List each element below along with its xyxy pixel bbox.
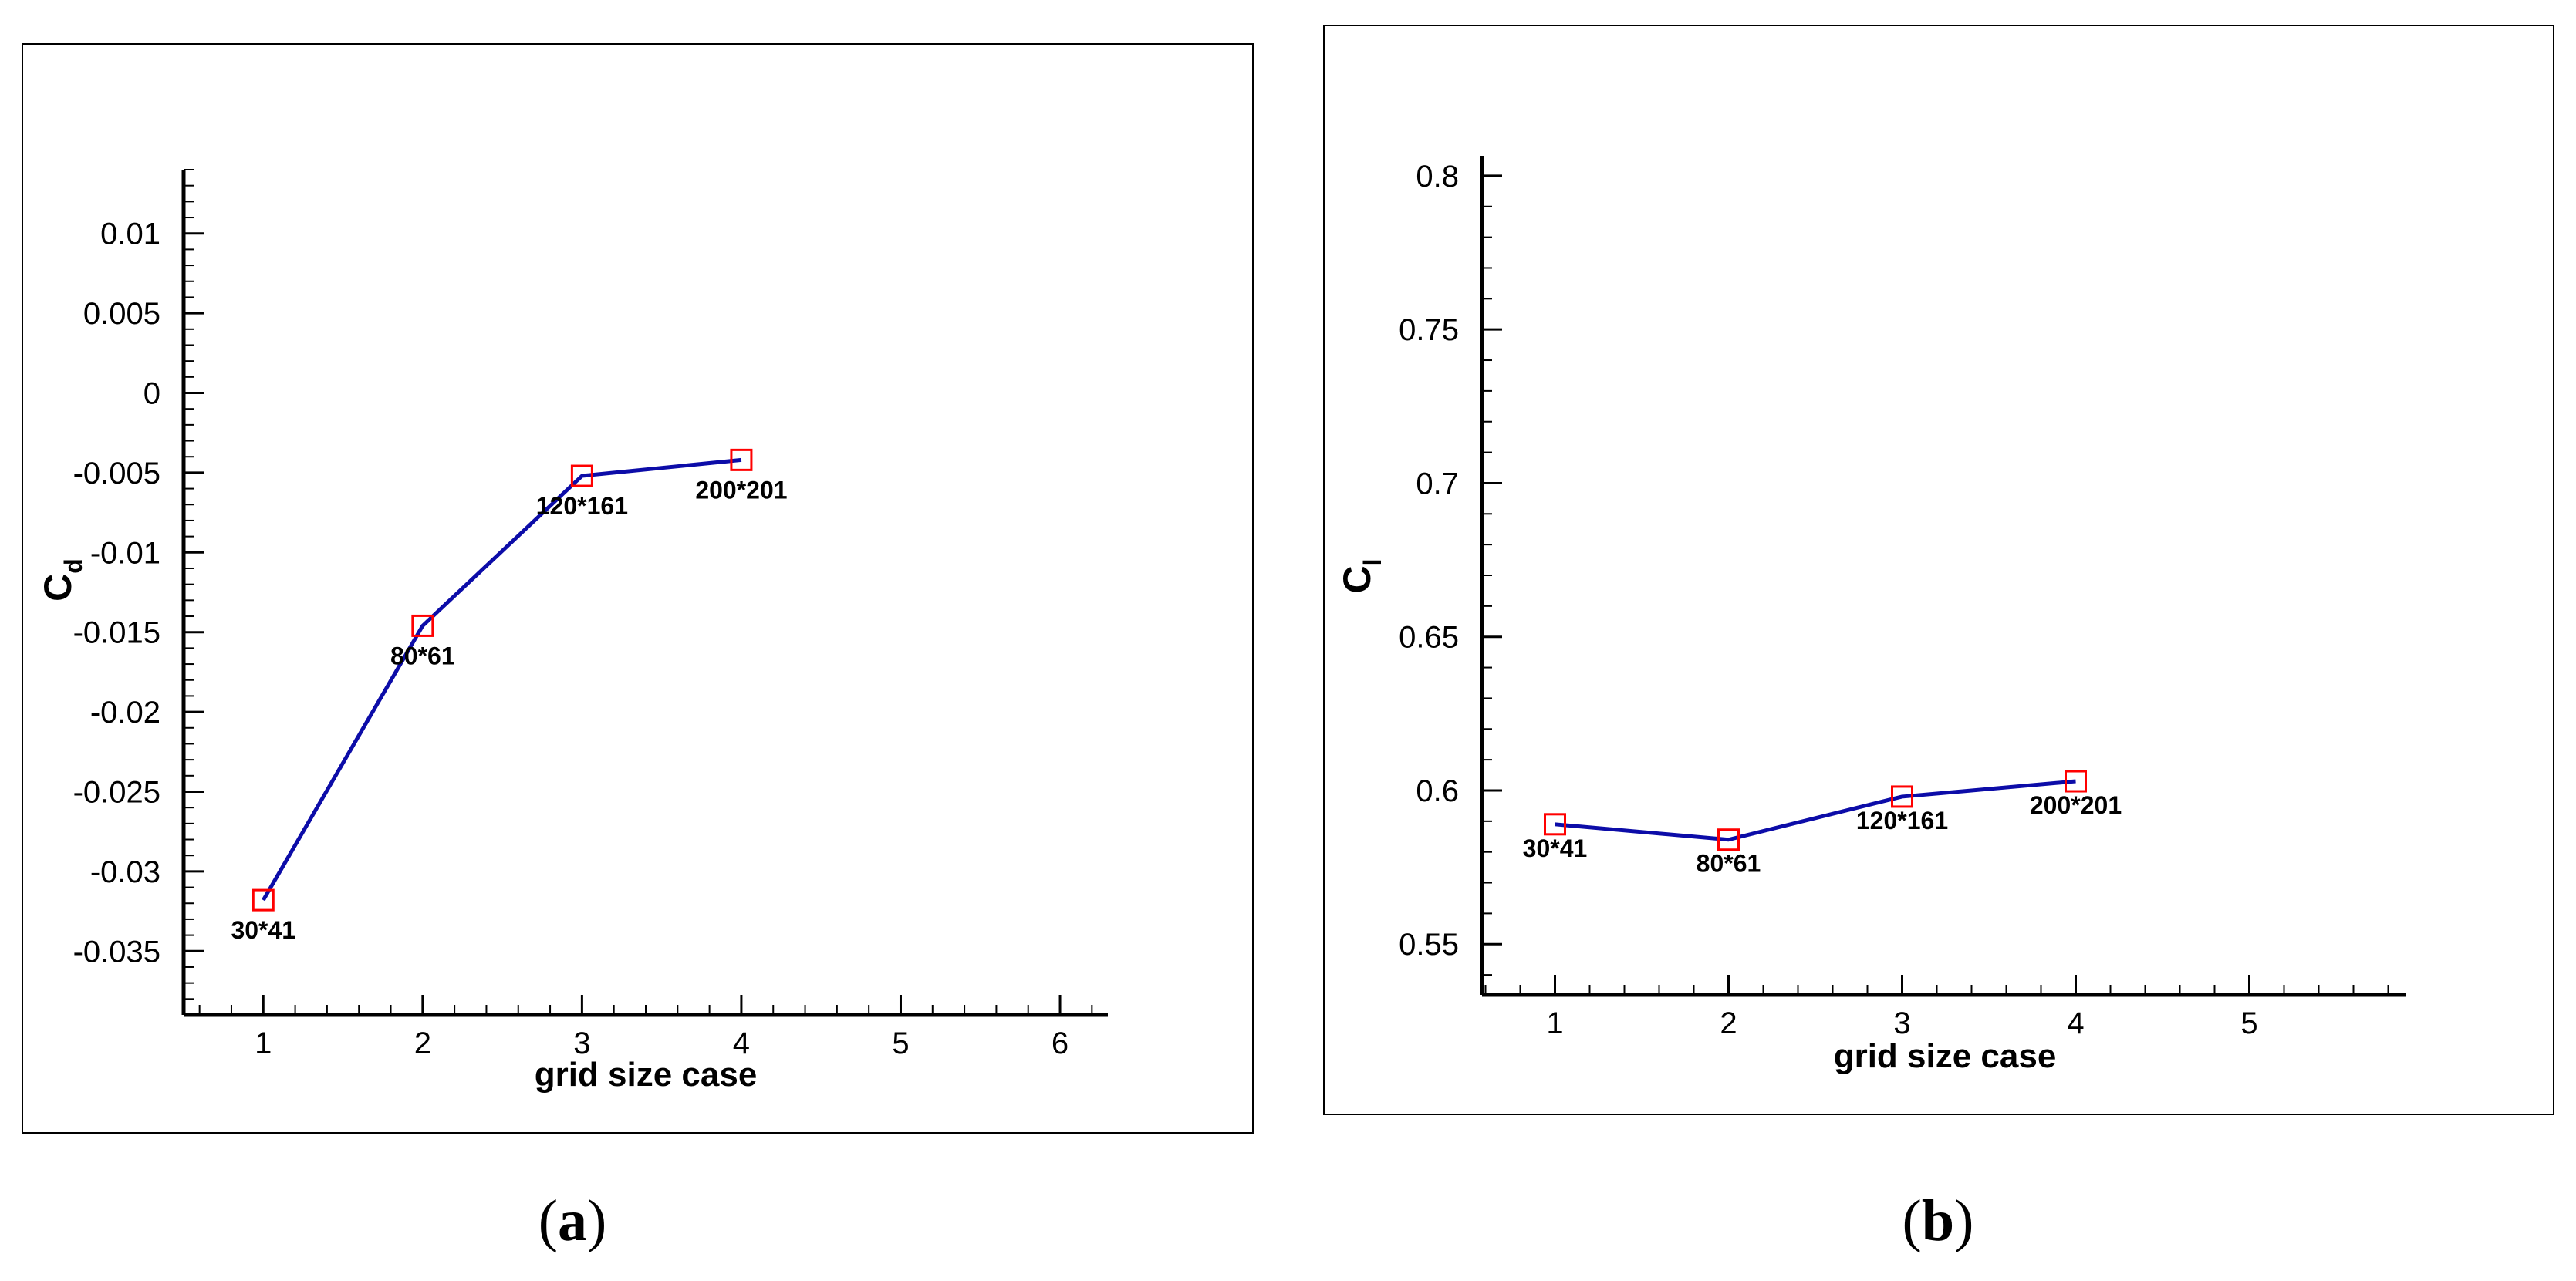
y-tick-label: -0.03	[90, 855, 160, 889]
y-axis-title-main: C	[1335, 565, 1379, 593]
panel-a-frame	[22, 43, 1254, 1134]
y-axis-title: Cl	[1335, 559, 1386, 594]
y-axis-title-main: C	[36, 574, 79, 602]
data-point-label: 120*161	[1856, 807, 1948, 834]
x-tick-label: 1	[1546, 1006, 1563, 1040]
x-tick-label: 5	[2240, 1006, 2257, 1040]
x-axis-title: grid size case	[1834, 1037, 2057, 1075]
chart-a: 0.01 0.005 0 -0.005 -0.01 -0.015 -0.02 -0.025 -0…	[36, 169, 1108, 1094]
data-point-label: 30*41	[231, 916, 295, 944]
y-tick-label: -0.025	[73, 775, 160, 809]
x-tick-label: 1	[255, 1026, 272, 1060]
panel-b-caption: (b)	[1902, 1188, 1974, 1253]
y-tick-label: 0.8	[1416, 160, 1459, 194]
y-tick-label: -0.02	[90, 696, 160, 730]
y-tick-label: 0.65	[1399, 621, 1459, 655]
data-point-marker	[2065, 770, 2087, 793]
panel-a-caption: (a)	[538, 1188, 607, 1253]
y-axis-title-subscript: l	[1359, 559, 1386, 566]
series-line	[1555, 779, 2076, 842]
x-tick-label: 3	[573, 1026, 590, 1060]
data-point-marker	[730, 448, 753, 471]
x-tick-label: 6	[1052, 1026, 1069, 1060]
data-point-marker	[411, 614, 434, 637]
data-point-label: 80*61	[1697, 850, 1761, 878]
data-point-marker	[570, 464, 593, 487]
panel-a-letter: a	[558, 1188, 587, 1253]
y-tick-label: -0.015	[73, 616, 160, 650]
data-point-label: 30*41	[1523, 834, 1588, 862]
y-tick-label: 0.75	[1399, 313, 1459, 347]
y-axis-title: Cd	[36, 558, 87, 602]
y-tick-label: -0.035	[73, 935, 160, 969]
y-tick-label: 0	[143, 377, 160, 411]
data-point-label: 200*201	[2030, 791, 2122, 819]
y-axis-title-subscript: d	[59, 558, 87, 574]
data-point-label: 120*161	[536, 492, 628, 520]
panel-b-frame	[1323, 25, 2554, 1115]
x-tick-label: 4	[733, 1026, 750, 1060]
x-tick-label: 4	[2067, 1006, 2084, 1040]
x-tick-label: 2	[414, 1026, 431, 1060]
x-tick-label: 3	[1893, 1006, 1910, 1040]
x-axis-title: grid size case	[535, 1056, 758, 1094]
chart-b: 0.8 0.75 0.7 0.65 0.6 0.55 1 2 3 4 5 grid size case…	[1335, 156, 2406, 1075]
data-point-marker	[1891, 785, 1913, 808]
panel-b-letter: b	[1922, 1188, 1954, 1253]
x-tick-label: 5	[892, 1026, 909, 1060]
y-tick-label: -0.005	[73, 457, 160, 490]
series-line	[262, 457, 742, 902]
y-tick-label: -0.01	[90, 536, 160, 570]
data-point-marker	[252, 888, 275, 912]
y-tick-label: 0.7	[1416, 467, 1459, 501]
y-tick-label: 0.01	[100, 217, 160, 251]
y-tick-label: 0.55	[1399, 928, 1459, 962]
data-point-label: 80*61	[390, 642, 455, 669]
x-tick-label: 2	[1720, 1006, 1737, 1040]
y-tick-label: 0.005	[83, 297, 160, 331]
data-point-label: 200*201	[695, 476, 787, 504]
y-tick-label: 0.6	[1416, 774, 1459, 808]
data-point-marker	[1544, 813, 1566, 836]
data-point-marker	[1717, 828, 1740, 851]
